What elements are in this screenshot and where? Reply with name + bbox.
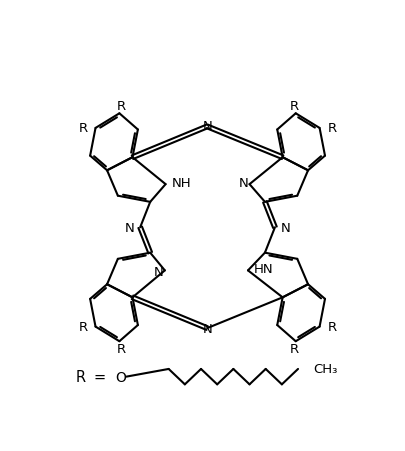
Text: R: R xyxy=(327,320,337,333)
Text: R: R xyxy=(327,122,337,135)
Text: R: R xyxy=(290,100,299,113)
Text: O: O xyxy=(115,370,126,384)
Text: N: N xyxy=(153,266,163,279)
Text: N: N xyxy=(202,120,212,133)
Text: NH: NH xyxy=(172,177,192,190)
Text: N: N xyxy=(202,322,212,336)
Text: R: R xyxy=(290,343,299,356)
Text: N: N xyxy=(280,221,290,234)
Text: N: N xyxy=(239,177,249,190)
Text: CH₃: CH₃ xyxy=(313,363,338,376)
Text: R: R xyxy=(116,343,126,356)
Text: R: R xyxy=(116,100,126,113)
Text: HN: HN xyxy=(254,263,274,276)
Text: R: R xyxy=(79,122,88,135)
Text: R: R xyxy=(79,320,88,333)
Text: N: N xyxy=(125,221,135,234)
Text: =: = xyxy=(93,369,105,384)
Text: R: R xyxy=(76,369,86,384)
